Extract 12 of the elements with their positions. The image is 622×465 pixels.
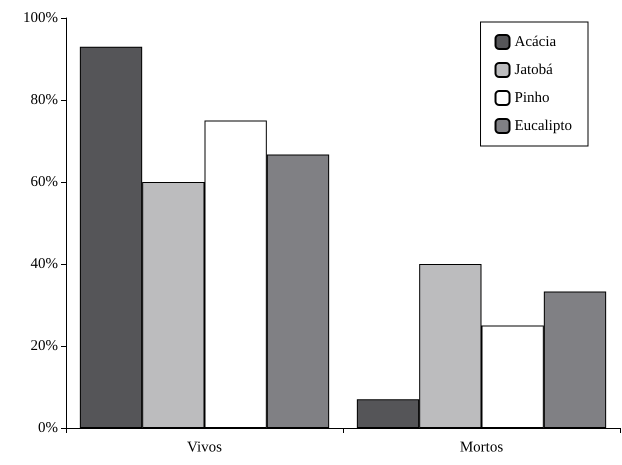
legend-label: Acácia [514,34,556,50]
y-tick-label: 0% [38,420,58,436]
y-tick-label: 80% [30,92,58,108]
y-tick-label: 20% [30,338,58,354]
x-tick-label: Vivos [187,440,222,456]
y-tick-label: 40% [30,256,58,272]
legend-label: Pinho [514,90,550,106]
y-tick-label: 100% [23,10,58,26]
x-tick-label: Mortos [460,440,504,456]
legend-label: Eucalipto [514,118,572,134]
y-tick-label: 60% [30,174,58,190]
legend-label: Jatobá [514,62,554,78]
